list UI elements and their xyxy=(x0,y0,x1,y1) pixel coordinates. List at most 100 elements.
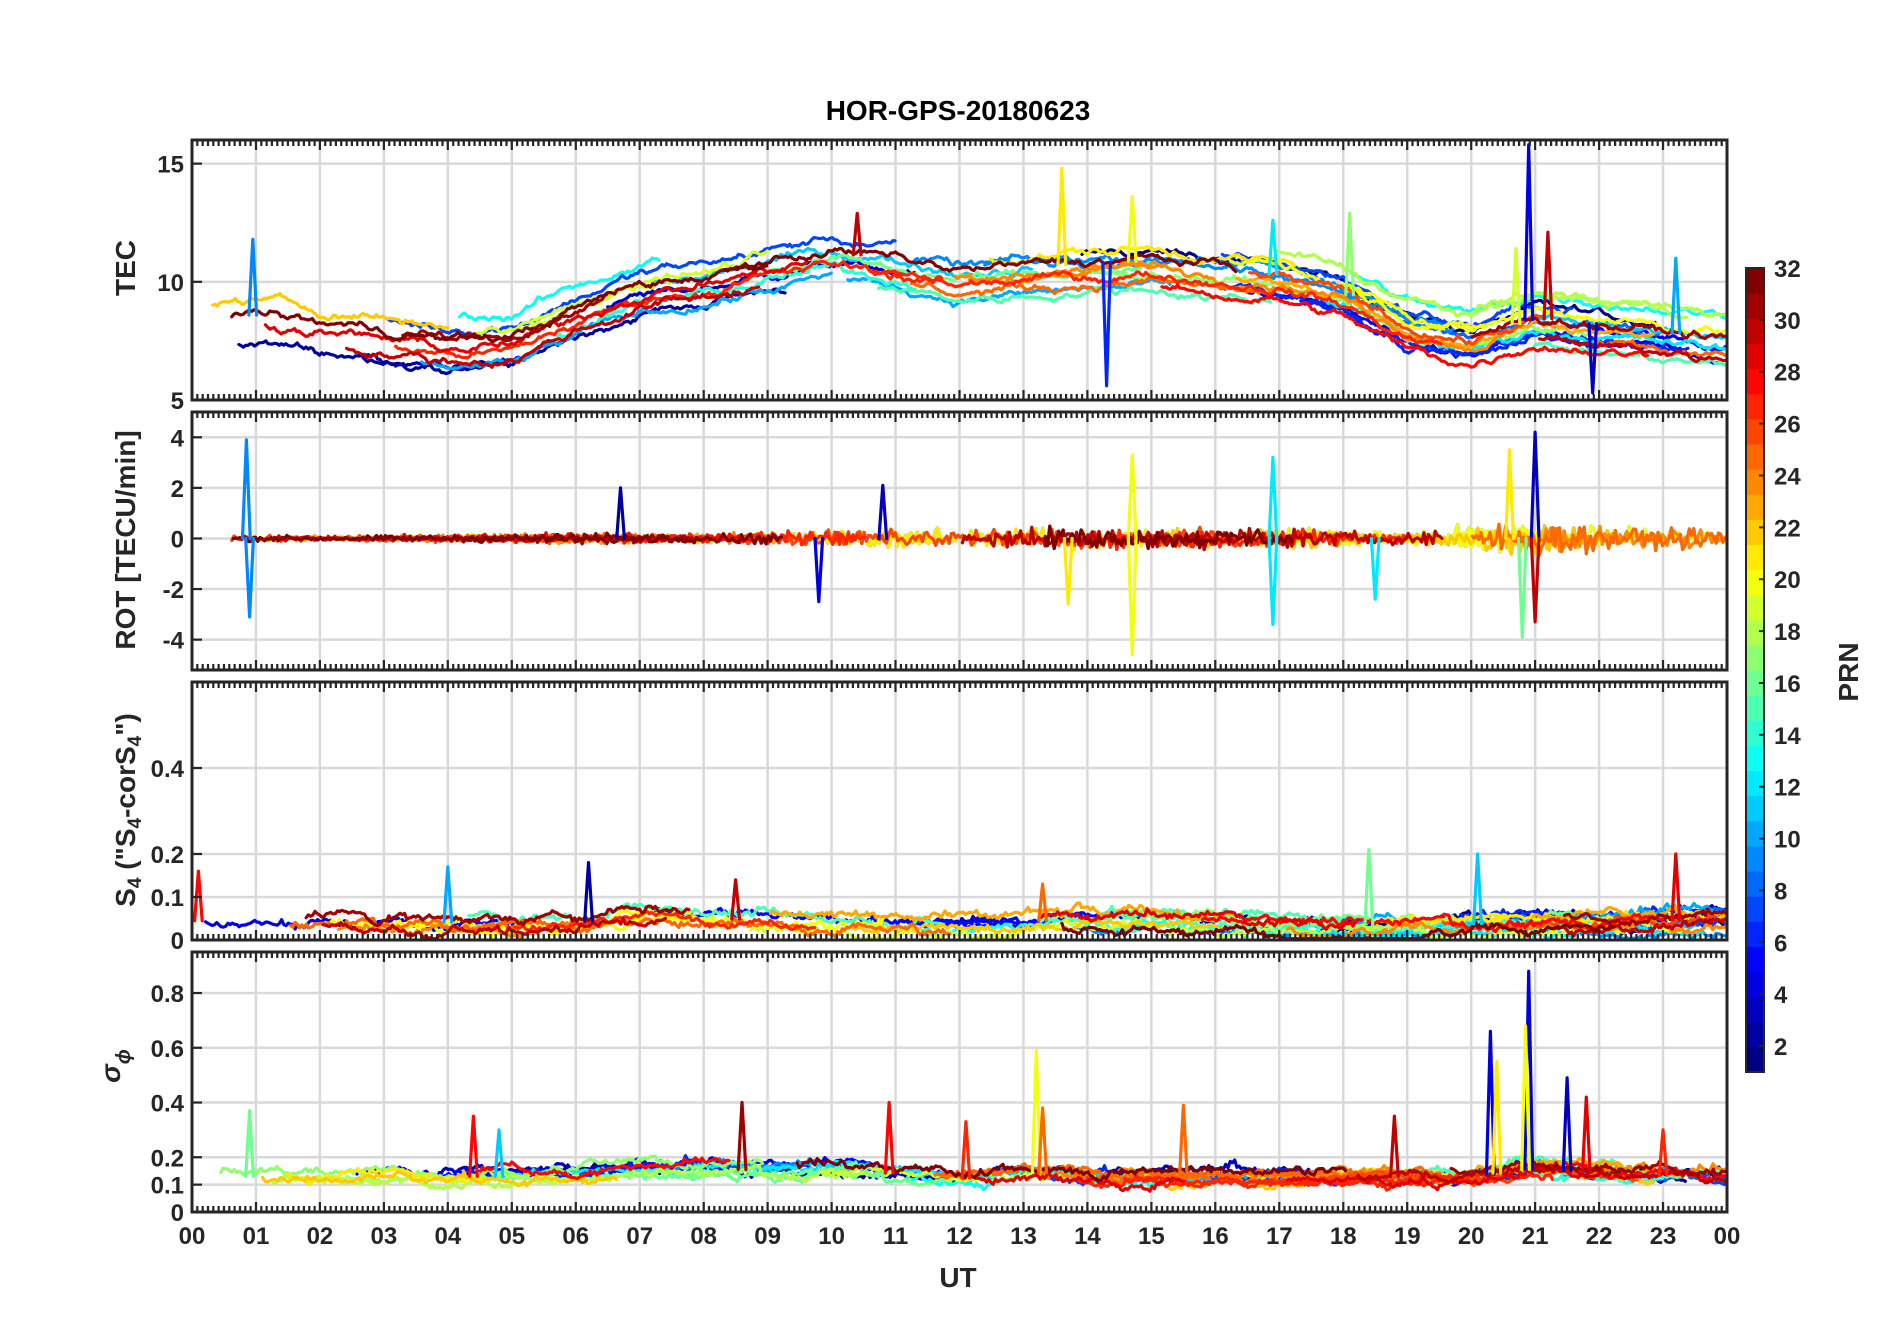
colorbar-swatch xyxy=(1746,996,1764,1023)
x-tick-marks xyxy=(190,952,1729,1212)
x-tick-label: 03 xyxy=(371,1223,398,1250)
minor-ticks xyxy=(190,140,1729,400)
series-prn-15 xyxy=(467,902,946,932)
x-tick-label: 12 xyxy=(946,1223,973,1250)
y-tick-label: 0 xyxy=(171,526,184,553)
tec-panel: 5 10 15 xyxy=(157,138,1729,415)
series-prn-23 xyxy=(768,901,1243,923)
colorbar-swatch xyxy=(1746,1021,1764,1048)
spike-prn-17 xyxy=(1344,211,1356,297)
spike-prn-25 xyxy=(1037,882,1049,923)
y-tick-label: 0.1 xyxy=(151,1173,184,1200)
spike-prn-10 xyxy=(1670,256,1682,335)
spike-prn-11 xyxy=(1472,852,1483,926)
colorbar-swatch xyxy=(1746,393,1764,420)
y-tick-label: 15 xyxy=(157,152,184,179)
colorbar-swatch xyxy=(1746,443,1764,470)
y-tick-label: 0.1 xyxy=(151,885,184,912)
y-tick-label: 0.8 xyxy=(151,981,184,1008)
y-tick-label: 5 xyxy=(171,388,184,415)
spike-prn-16 xyxy=(1363,848,1375,927)
spike-prn-21 xyxy=(1062,536,1074,606)
minor-ticks xyxy=(190,682,1729,940)
y-tick-label: 0.6 xyxy=(151,1036,184,1063)
y-tick-label: 0.2 xyxy=(151,842,184,869)
spike-prn-25 xyxy=(1037,1106,1049,1175)
spike-prn-25 xyxy=(1177,1103,1189,1178)
spike-prn-3 xyxy=(877,483,889,541)
x-tick-label: 07 xyxy=(626,1223,653,1250)
series-prn-30 xyxy=(321,916,668,940)
series-prn-31 xyxy=(1470,316,1727,341)
x-tick-label: 21 xyxy=(1522,1223,1549,1250)
colorbar-tick-label: 18 xyxy=(1774,619,1801,646)
sigma-phi-panel: 00.10.2 0.4 0.6 0.8 xyxy=(151,950,1729,1227)
colorbar-swatch xyxy=(1746,418,1764,445)
series-prn-22 xyxy=(260,1170,618,1188)
colorbar-swatch xyxy=(1746,720,1764,746)
colorbar-swatch xyxy=(1746,494,1764,520)
x-tick-label: 17 xyxy=(1266,1223,1293,1250)
series-prn-10 xyxy=(846,276,1172,309)
spike-prn-20 xyxy=(1030,1048,1042,1174)
series-prn-32 xyxy=(721,246,1238,274)
spike-prn-4 xyxy=(1523,143,1535,321)
series-prn-30 xyxy=(1160,526,1444,549)
series-prn-30 xyxy=(1554,916,1727,938)
x-tick-label: 11 xyxy=(883,1223,908,1250)
y-axis-label-sigma-phi: σϕ xyxy=(95,1049,135,1083)
series-prn-29 xyxy=(973,1171,1186,1193)
colorbar-swatch xyxy=(1746,519,1764,545)
spike-prn-30 xyxy=(1389,1114,1400,1178)
colorbar-frame xyxy=(1745,267,1765,1073)
x-tick-label: 14 xyxy=(1074,1223,1101,1250)
spike-prn-30 xyxy=(1529,536,1541,624)
spike-prn-9 xyxy=(244,536,255,619)
colorbar-tick-label: 6 xyxy=(1774,930,1787,957)
series-prn-13 xyxy=(458,256,661,322)
colorbar-tick-label: 26 xyxy=(1774,412,1801,439)
series-prn-30 xyxy=(345,285,761,369)
y-tick-label: 2 xyxy=(171,476,184,503)
spike-prn-3 xyxy=(1561,1076,1573,1173)
series-traces xyxy=(230,430,1727,657)
series-traces xyxy=(211,143,1727,395)
spike-prn-28 xyxy=(468,1114,479,1178)
series-prn-32 xyxy=(231,531,784,546)
gridlines xyxy=(190,682,1729,942)
minor-ticks xyxy=(190,412,1729,670)
colorbar-tick-label: 12 xyxy=(1774,775,1801,802)
colorbar-tick-label: 2 xyxy=(1774,1034,1787,1061)
series-prn-27 xyxy=(513,909,817,933)
x-tick-label: 08 xyxy=(690,1223,717,1250)
spike-prn-29 xyxy=(1580,1095,1592,1175)
x-tick-label: 23 xyxy=(1650,1223,1677,1250)
x-axis-label: UT xyxy=(939,1262,976,1293)
series-prn-11 xyxy=(640,246,1033,289)
spike-prn-29 xyxy=(1670,852,1682,922)
series-traces xyxy=(219,969,1727,1193)
spike-prn-21 xyxy=(1504,448,1515,541)
colorbar-swatch xyxy=(1746,670,1764,696)
x-tick-label: 01 xyxy=(243,1223,270,1250)
chart-title: HOR-GPS-20180623 xyxy=(826,95,1091,126)
colorbar-swatch xyxy=(1746,896,1764,922)
series-prn-24 xyxy=(1537,524,1727,553)
x-tick-label: 09 xyxy=(754,1223,781,1250)
spike-prn-19 xyxy=(1510,247,1522,326)
colorbar-swatch xyxy=(1746,368,1764,395)
colorbar-swatch xyxy=(1746,946,1764,973)
colorbar-tick-label: 16 xyxy=(1774,671,1801,698)
series-prn-29 xyxy=(1040,907,1360,931)
spike-prn-20 xyxy=(1126,536,1138,657)
spike-prn-31 xyxy=(736,1100,748,1172)
spike-prn-30 xyxy=(851,211,863,257)
x-tick-label: 05 xyxy=(498,1223,525,1250)
series-prn-32 xyxy=(230,264,769,343)
colorbar-swatch xyxy=(1746,820,1764,847)
colorbar-swatch xyxy=(1746,921,1764,947)
y-tick-label: -2 xyxy=(163,577,184,604)
colorbar-swatch xyxy=(1746,1046,1764,1073)
